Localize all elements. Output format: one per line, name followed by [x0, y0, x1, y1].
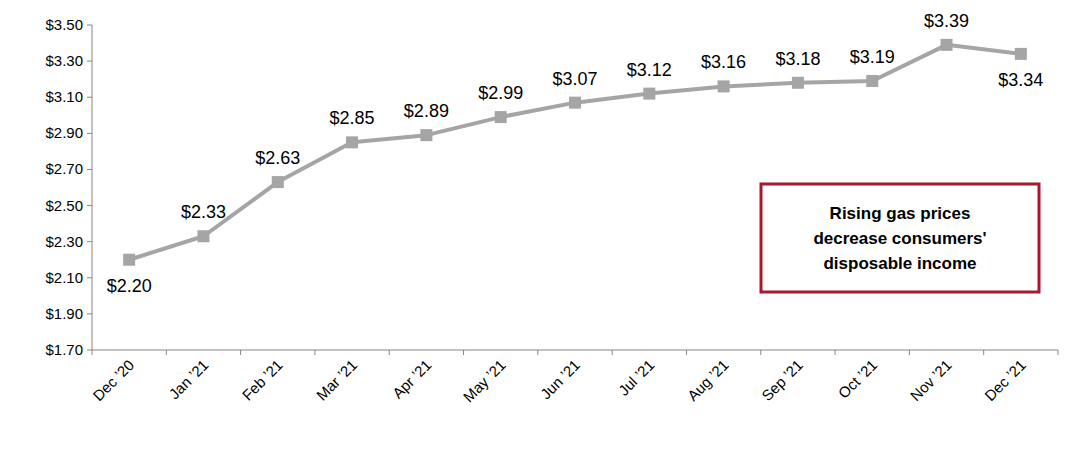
x-tick-label: Nov ’21 [907, 356, 955, 404]
marker [346, 136, 358, 148]
y-tick-label: $2.10 [45, 269, 83, 286]
x-tick [835, 350, 836, 355]
data-label: $3.18 [775, 49, 820, 69]
y-tick [87, 97, 92, 98]
marker [272, 176, 284, 188]
marker [643, 88, 655, 100]
marker [941, 39, 953, 51]
marker [197, 230, 209, 242]
annotation-text: disposable income [823, 254, 976, 273]
x-tick [92, 350, 93, 355]
data-label: $2.99 [478, 83, 523, 103]
x-tick [240, 350, 241, 355]
x-tick-label: Jun ’21 [537, 356, 583, 402]
x-tick-label: Aug ’21 [684, 356, 732, 404]
data-label: $2.33 [181, 202, 226, 222]
x-tick-label: Jul ’21 [615, 356, 658, 399]
x-tick [1058, 350, 1059, 355]
series-group [123, 39, 1027, 266]
marker [718, 80, 730, 92]
y-tick [87, 313, 92, 314]
x-tick [612, 350, 613, 355]
y-tick [87, 241, 92, 242]
x-tick [389, 350, 390, 355]
x-tick [166, 350, 167, 355]
chart: $1.70 $1.90 $2.10 $2.30 $2.50 $2.70 $2.90 $3.10… [0, 0, 1088, 453]
data-label: $2.89 [404, 101, 449, 121]
x-tick-label: Jan ’21 [165, 356, 211, 402]
marker [792, 77, 804, 89]
y-tick-label: $3.50 [45, 16, 83, 33]
data-label: $3.12 [627, 60, 672, 80]
x-tick [909, 350, 910, 355]
y-axis-line [92, 25, 93, 350]
x-tick-label: Apr ’21 [389, 356, 435, 402]
annotation-box [761, 184, 1039, 292]
y-tick-label: $1.90 [45, 305, 83, 322]
y-tick-label: $3.30 [45, 52, 83, 69]
x-tick-label: Mar ’21 [313, 356, 360, 403]
data-label: $3.34 [998, 70, 1043, 90]
data-label: $2.63 [255, 148, 300, 168]
page: {"chart_data": { "type": "line", "catego… [0, 0, 1088, 453]
x-tick [314, 350, 315, 355]
annotation-text: decrease consumers' [813, 229, 986, 248]
data-label: $3.39 [924, 11, 969, 31]
x-tick [463, 350, 464, 355]
x-tick-label: Dec ’21 [981, 356, 1029, 404]
x-tick-label: Sep ’21 [758, 356, 806, 404]
x-tick [760, 350, 761, 355]
y-tick-label: $3.10 [45, 88, 83, 105]
y-tick [87, 133, 92, 134]
y-tick-label: $2.70 [45, 160, 83, 177]
data-label: $3.16 [701, 52, 746, 72]
marker [495, 111, 507, 123]
x-tick [983, 350, 984, 355]
x-tick-label: Feb ’21 [238, 356, 285, 403]
marker [569, 97, 581, 109]
x-tick-label: May ’21 [460, 356, 509, 405]
y-tick [87, 350, 92, 351]
y-tick [87, 205, 92, 206]
annotation-text: Rising gas prices [830, 204, 971, 223]
marker [420, 129, 432, 141]
y-tick-label: $2.30 [45, 233, 83, 250]
y-tick [87, 169, 92, 170]
y-tick-label: $1.70 [45, 341, 83, 358]
x-tick [686, 350, 687, 355]
y-tick [87, 61, 92, 62]
data-label: $3.07 [552, 69, 597, 89]
y-tick-label: $2.90 [45, 124, 83, 141]
x-tick-label: Oct ’21 [835, 356, 881, 402]
marker [123, 254, 135, 266]
data-label: $3.19 [850, 47, 895, 67]
marker [866, 75, 878, 87]
y-tick [87, 25, 92, 26]
x-tick [537, 350, 538, 355]
data-label: $2.85 [330, 108, 375, 128]
x-axis-line [92, 350, 1058, 351]
x-tick-label: Dec ’20 [89, 356, 137, 404]
y-tick [87, 277, 92, 278]
marker [1015, 48, 1027, 60]
data-label: $2.20 [107, 276, 152, 296]
y-tick-label: $2.50 [45, 197, 83, 214]
